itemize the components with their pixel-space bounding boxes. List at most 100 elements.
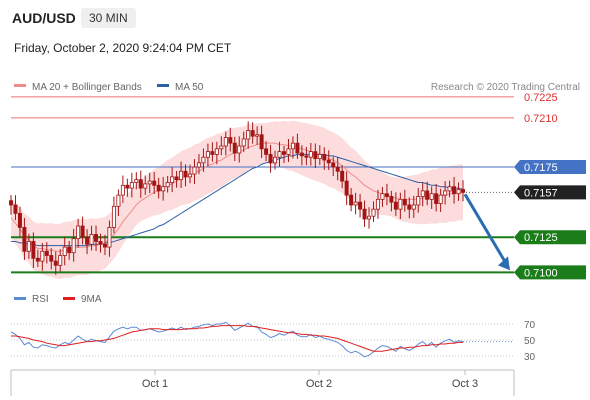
candle-body [299, 152, 304, 157]
candle-body [49, 255, 54, 262]
candle-body [183, 170, 188, 178]
candle-body [402, 198, 407, 206]
resistance-level-label: 0.7210 [524, 113, 558, 125]
rsi-tick-label: 30 [524, 352, 536, 363]
candle-body [375, 198, 380, 210]
candle-body [102, 243, 107, 248]
candle-body [165, 182, 170, 188]
rsi-legend-swatch [14, 297, 26, 300]
current-level-tag: 0.7157 [514, 185, 586, 200]
candle-body [71, 238, 76, 254]
candle-body [371, 208, 376, 217]
candle-body [170, 176, 175, 183]
candle-body [362, 208, 367, 220]
candle-body [344, 180, 349, 196]
candle-body [259, 134, 264, 150]
candle-body [111, 205, 116, 228]
legend-label: MA 20 + Bollinger Bands [32, 82, 142, 93]
candle-body [13, 204, 18, 214]
candle-body [22, 227, 27, 252]
candle-body [326, 159, 331, 164]
candle-body [156, 184, 161, 192]
candle-body [76, 225, 81, 240]
candle-body [228, 137, 233, 144]
rsi-legend-label: RSI [32, 294, 49, 305]
legend-label: MA 50 [175, 82, 204, 93]
candle-body [425, 190, 430, 200]
candle-body [393, 201, 398, 210]
support-tag-background [514, 230, 586, 245]
candle-body [94, 234, 99, 242]
candle-body [62, 246, 67, 256]
timestamp: Friday, October 2, 2020 9:24:04 PM CET [14, 41, 232, 55]
candle-body [237, 145, 242, 154]
candle-body [273, 156, 278, 164]
pivot-level-tag: 0.7175 [514, 160, 586, 175]
candle-body [452, 186, 457, 195]
candle-body [420, 190, 425, 197]
candle-body [460, 189, 465, 193]
candle-body [295, 142, 300, 154]
support-level-tag: 0.7100 [514, 265, 586, 280]
pivot-tag-background [514, 160, 586, 175]
candle-body [31, 241, 36, 259]
candle-body [255, 134, 260, 137]
candle-body [246, 130, 251, 140]
candle-body [134, 179, 139, 183]
candle-body [331, 162, 336, 168]
candle-body [434, 193, 439, 204]
candle-body [281, 151, 286, 155]
support-tag-background [514, 265, 586, 280]
chart-header: AUD/USD 30 MIN Friday, October 2, 2020 9… [0, 0, 590, 70]
candle-body [241, 138, 246, 147]
candle-body [8, 200, 13, 206]
ma50-line [11, 153, 464, 247]
candle-body [447, 186, 452, 192]
candle-body [340, 170, 345, 182]
rsi-legend-swatch [63, 297, 75, 300]
candle-body [179, 170, 184, 181]
candle-body [89, 234, 94, 245]
legend-swatch [157, 84, 169, 87]
candle-body [389, 196, 394, 203]
rsi-legend-label: 9MA [81, 294, 102, 305]
pivot-level-label: 0.7175 [524, 162, 558, 174]
candle-body [232, 142, 237, 154]
candle-body [35, 257, 40, 262]
candle-body [407, 204, 412, 210]
candle-body [429, 193, 434, 200]
candle-body [80, 225, 85, 238]
rsi-tick-label: 50 [524, 336, 536, 347]
forecast-arrow-shaft [463, 193, 508, 265]
candle-body [58, 255, 63, 266]
candle-body [53, 260, 58, 266]
candle-body [358, 201, 363, 210]
candle-body [290, 142, 295, 150]
candle-body [308, 151, 313, 158]
legend-swatch [14, 84, 26, 87]
copyright-text: Research © 2020 Trading Central [431, 82, 580, 93]
candle-body [380, 193, 385, 200]
candle-body [268, 154, 273, 164]
candle-body [116, 194, 121, 207]
candle-body [456, 189, 461, 195]
candle-body [40, 250, 45, 262]
candle-body [210, 151, 215, 155]
candle-body [411, 204, 416, 210]
support-level-label: 0.7100 [524, 267, 558, 279]
support-level-label: 0.7125 [524, 232, 558, 244]
candle-body [443, 190, 448, 196]
candle-body [313, 151, 318, 160]
candle-body [161, 186, 166, 192]
current-level-label: 0.7157 [524, 187, 558, 199]
timeframe-badge[interactable]: 30 MIN [81, 8, 136, 28]
candle-body [125, 184, 130, 189]
rsi-line [10, 321, 464, 358]
candle-body [196, 162, 201, 168]
candle-body [219, 145, 224, 150]
candle-body [26, 241, 31, 252]
candle-body [192, 166, 197, 175]
candle-body [264, 148, 269, 155]
rsi-tick-label: 70 [524, 320, 536, 331]
